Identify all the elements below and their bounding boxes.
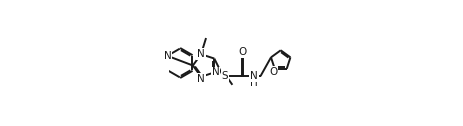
Text: N: N — [250, 71, 258, 81]
Text: N: N — [197, 74, 205, 84]
Text: O: O — [269, 67, 278, 77]
Text: N: N — [163, 51, 171, 61]
Text: S: S — [221, 71, 228, 81]
Text: N: N — [197, 49, 205, 59]
Text: N: N — [212, 67, 219, 77]
Text: O: O — [238, 47, 247, 57]
Text: H: H — [250, 78, 258, 88]
